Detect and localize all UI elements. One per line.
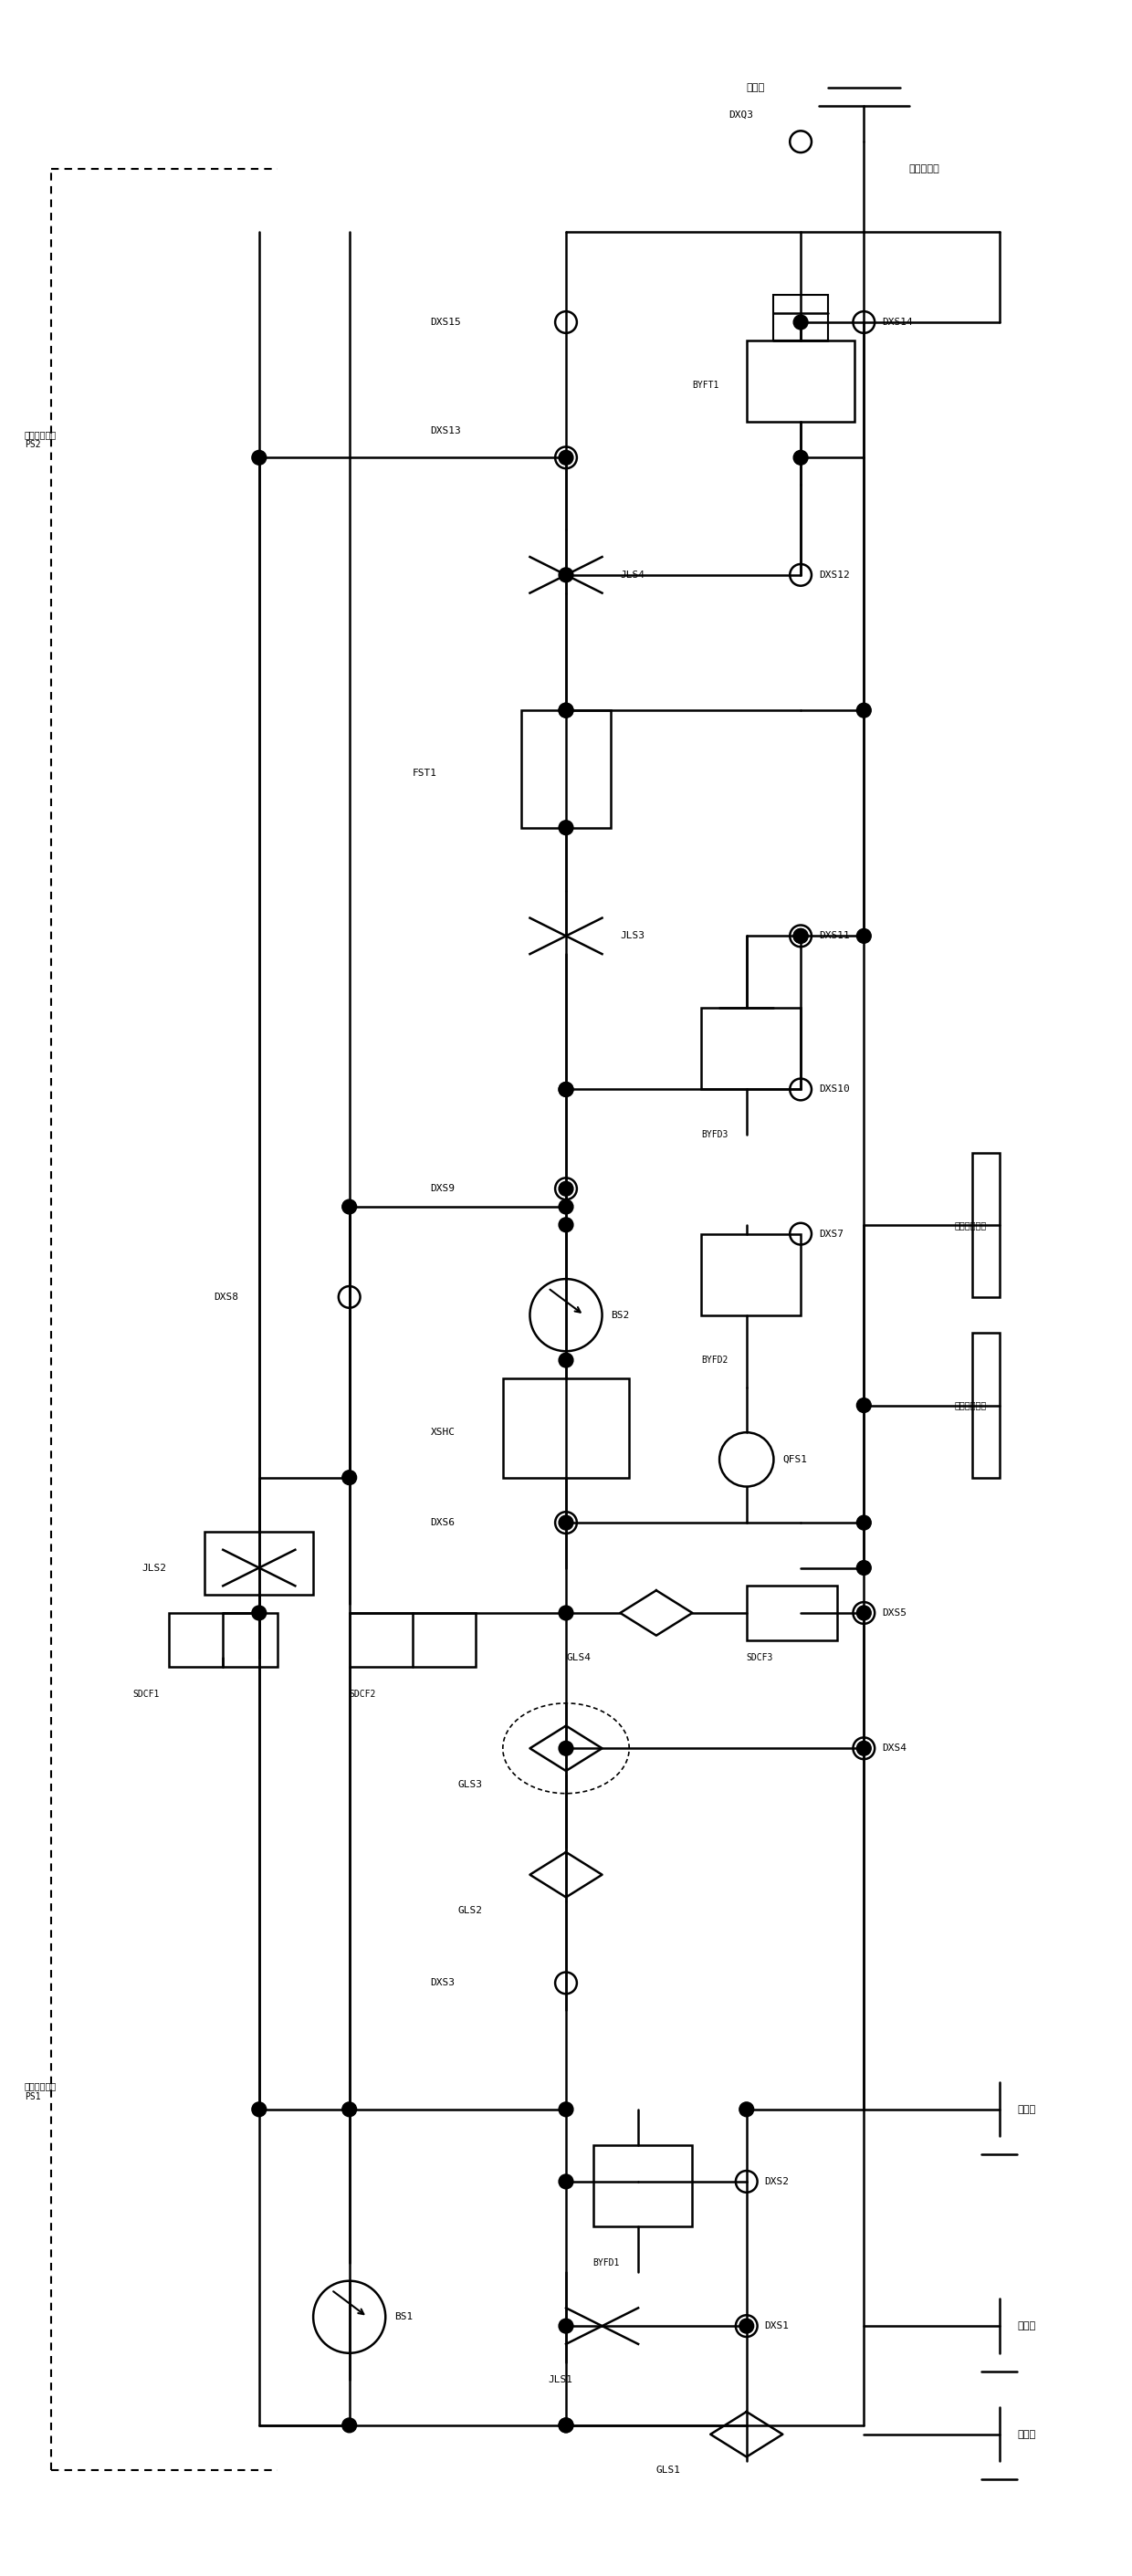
Circle shape [342,1200,357,1213]
Circle shape [559,1082,573,1097]
Text: DXS10: DXS10 [818,1084,849,1095]
Text: JLS3: JLS3 [620,933,645,940]
Circle shape [342,2102,357,2117]
Bar [702,1234,800,1316]
Circle shape [559,567,573,582]
Text: DXS15: DXS15 [430,317,462,327]
Text: DXS8: DXS8 [214,1293,239,1301]
Text: 接对滤器二组: 接对滤器二组 [954,1221,986,1229]
Circle shape [857,1741,872,1757]
Text: DXS3: DXS3 [430,1978,455,1989]
Circle shape [857,930,872,943]
Circle shape [857,703,872,719]
Bar [746,1587,837,1641]
Text: DXS11: DXS11 [818,933,849,940]
Circle shape [251,1605,266,1620]
Circle shape [559,1200,573,1213]
Text: BYFT1: BYFT1 [693,381,719,389]
Text: 接水路压力表
PS2: 接水路压力表 PS2 [25,430,57,448]
Bar [972,1151,1000,1298]
Circle shape [559,2419,573,2432]
Circle shape [559,703,573,719]
Bar [350,1613,475,1667]
Text: DXQ3: DXQ3 [729,111,753,118]
Bar [972,1334,1000,1479]
Text: GLS4: GLS4 [566,1654,591,1662]
Circle shape [559,1741,573,1757]
Circle shape [794,930,808,943]
Text: DXS5: DXS5 [882,1607,907,1618]
Text: DXS9: DXS9 [430,1185,455,1193]
Circle shape [739,2318,754,2334]
Bar [169,1613,277,1667]
Text: 回水口: 回水口 [1018,2321,1036,2331]
Text: 接对滤器一组: 接对滤器一组 [954,1401,986,1409]
Text: 出水口: 出水口 [746,82,765,93]
Text: GLS3: GLS3 [457,1780,482,1788]
Circle shape [559,1182,573,1195]
Circle shape [739,2102,754,2117]
Bar [205,1533,314,1595]
Circle shape [857,1399,872,1412]
Circle shape [559,2419,573,2432]
Circle shape [857,1561,872,1574]
Circle shape [342,1471,357,1484]
Circle shape [857,1515,872,1530]
Bar [503,1378,629,1479]
Text: XSHC: XSHC [430,1427,455,1437]
Circle shape [794,451,808,464]
Circle shape [559,703,573,719]
Circle shape [559,2318,573,2334]
Text: QFS1: QFS1 [782,1455,807,1463]
Text: 进水口: 进水口 [1018,2429,1036,2439]
Text: JLS1: JLS1 [548,2375,573,2385]
Text: BYFD3: BYFD3 [702,1131,728,1139]
Text: DXS13: DXS13 [430,425,462,435]
Circle shape [559,819,573,835]
Text: 接气体管路: 接气体管路 [909,165,940,173]
Text: DXS6: DXS6 [430,1517,455,1528]
Text: DXS7: DXS7 [818,1229,843,1239]
Text: DXS12: DXS12 [818,569,849,580]
Text: DXS1: DXS1 [764,2321,789,2331]
Text: GLS2: GLS2 [457,1906,482,1917]
Text: SDCF3: SDCF3 [746,1654,773,1662]
Text: JLS2: JLS2 [142,1564,166,1571]
Text: 接水路压力表
PS1: 接水路压力表 PS1 [25,2081,57,2102]
Text: 排水口: 排水口 [1018,2105,1036,2115]
Text: GLS1: GLS1 [657,2465,681,2476]
Circle shape [794,314,808,330]
Text: SDCF2: SDCF2 [350,1690,376,1698]
Text: DXS14: DXS14 [882,317,912,327]
Circle shape [251,2102,266,2117]
Text: JLS4: JLS4 [620,569,645,580]
Text: BYFD2: BYFD2 [702,1355,728,1365]
Circle shape [342,2419,357,2432]
Text: SDCF1: SDCF1 [132,1690,160,1698]
Circle shape [857,1605,872,1620]
Bar [702,1007,800,1090]
Bar [593,2146,693,2226]
Circle shape [559,1605,573,1620]
Circle shape [794,930,808,943]
Bar [746,340,855,422]
Circle shape [559,1082,573,1097]
Circle shape [559,2174,573,2190]
Circle shape [559,1352,573,1368]
Circle shape [559,2102,573,2117]
Circle shape [559,451,573,464]
Circle shape [559,1218,573,1231]
Bar [521,711,611,827]
Text: BS1: BS1 [394,2313,413,2321]
Text: DXS2: DXS2 [764,2177,789,2187]
Text: FST1: FST1 [412,770,437,778]
Text: BYFD1: BYFD1 [593,2259,620,2267]
Text: BS2: BS2 [611,1311,629,1319]
Bar [773,296,827,340]
Text: DXS4: DXS4 [882,1744,907,1752]
Circle shape [559,1515,573,1530]
Circle shape [251,451,266,464]
